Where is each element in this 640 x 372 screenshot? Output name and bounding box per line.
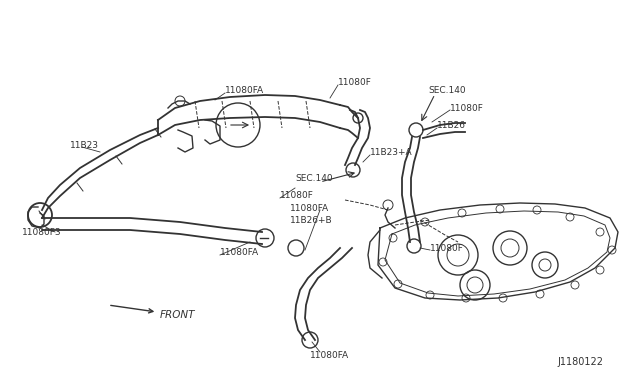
Text: 11B26+B: 11B26+B [290, 215, 333, 224]
Text: 11080F3: 11080F3 [22, 228, 61, 237]
Text: 11B26: 11B26 [437, 121, 466, 129]
Text: 11080FA: 11080FA [310, 350, 349, 359]
Text: 11080FA: 11080FA [225, 86, 264, 94]
Text: 11B23: 11B23 [70, 141, 99, 150]
Text: 11080F: 11080F [430, 244, 464, 253]
Text: 11080FA: 11080FA [220, 247, 259, 257]
Text: 11080F: 11080F [280, 190, 314, 199]
Text: 11080F: 11080F [450, 103, 484, 112]
Text: SEC.140: SEC.140 [428, 86, 466, 94]
Text: 11080F: 11080F [338, 77, 372, 87]
Text: J1180122: J1180122 [557, 357, 603, 367]
Text: FRONT: FRONT [111, 305, 195, 320]
Text: 11B23+A: 11B23+A [370, 148, 413, 157]
Text: 11080FA: 11080FA [290, 203, 329, 212]
Text: SEC.140: SEC.140 [295, 173, 333, 183]
